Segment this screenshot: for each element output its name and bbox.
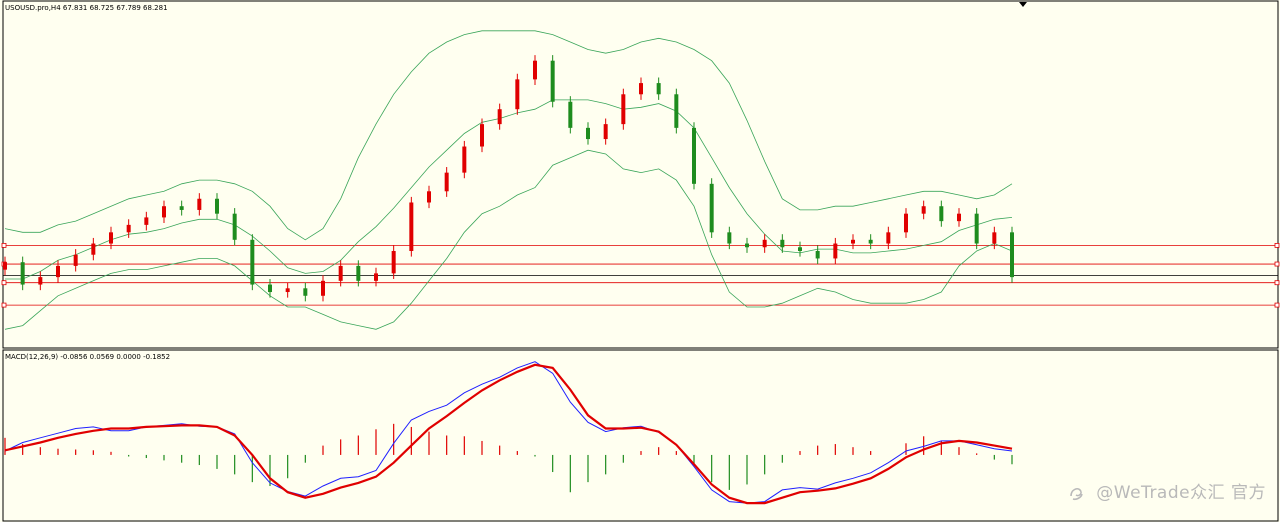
- candle-body-49: [868, 239, 873, 244]
- candle-body-51: [904, 213, 908, 233]
- macd-info-label: MACD(12,26,9) -0.0856 0.0569 0.0000 -0.1…: [5, 353, 171, 361]
- shift-marker-icon[interactable]: [1019, 2, 1027, 7]
- level-handle-left-3: [1, 302, 7, 308]
- candle-body-37: [656, 83, 661, 95]
- macd-line: [4, 361, 1013, 504]
- candle-body-52: [921, 206, 926, 214]
- candle-body-2: [38, 277, 43, 285]
- watermark: @WeTrade众汇 官方: [1096, 483, 1266, 503]
- candle-body-33: [586, 127, 590, 140]
- candle-body-53: [939, 206, 944, 222]
- candle-body-11: [197, 198, 202, 210]
- candle-body-17: [303, 288, 308, 296]
- candle-body-40: [709, 183, 714, 233]
- candle-body-30: [533, 60, 537, 80]
- candle-body-16: [285, 288, 290, 293]
- candle-body-14: [250, 239, 255, 285]
- candle-body-39: [692, 127, 696, 184]
- candle-body-27: [480, 124, 484, 147]
- symbol-label: USOUSD.pro,H4: [5, 4, 61, 12]
- ohlc-label: 67.831 68.725 67.789 68.281: [62, 4, 168, 12]
- candle-body-36: [639, 83, 643, 95]
- candle-body-24: [427, 191, 431, 203]
- candle-body-35: [621, 94, 626, 125]
- wetrade-logo-icon: [1070, 488, 1083, 501]
- level-handle-right-3: [1274, 302, 1280, 308]
- candle-body-38: [674, 94, 679, 128]
- candle-body-10: [179, 206, 184, 210]
- candle-body-45: [798, 247, 802, 251]
- symbol-info-label: USOUSD.pro,H4 67.831 68.725 67.789 68.28…: [5, 4, 168, 12]
- candle-body-43: [762, 239, 767, 248]
- candle-body-8: [144, 217, 149, 225]
- candle-body-26: [462, 146, 467, 173]
- candle-body-44: [780, 239, 785, 248]
- level-handle-right-0: [1274, 242, 1280, 248]
- candle-body-19: [338, 265, 343, 281]
- candle-body-9: [162, 206, 166, 218]
- candle-body-5: [91, 243, 96, 255]
- candle-body-21: [374, 273, 378, 281]
- candle-body-29: [515, 79, 520, 110]
- bollinger-middle: [5, 99, 1013, 280]
- candle-body-15: [268, 284, 272, 293]
- bollinger-lower: [4, 149, 1013, 330]
- candle-body-25: [444, 172, 449, 192]
- candle-body-48: [851, 239, 855, 244]
- candle-body-4: [73, 254, 78, 266]
- level-handle-left-0: [1, 242, 7, 248]
- candle-body-28: [497, 109, 502, 125]
- candle-body-6: [109, 232, 113, 244]
- bollinger-upper: [4, 30, 1013, 241]
- candle-body-23: [409, 202, 414, 251]
- candle-body-3: [56, 265, 60, 278]
- candle-body-7: [126, 224, 131, 233]
- level-handle-left-2: [1, 280, 7, 286]
- candle-body-54: [957, 213, 961, 222]
- candle-body-34: [603, 124, 608, 140]
- candle-body-0: [3, 262, 7, 270]
- candle-body-41: [727, 232, 732, 244]
- candle-body-42: [745, 243, 749, 248]
- candle-body-55: [974, 213, 979, 244]
- candle-body-56: [992, 232, 997, 244]
- candle-body-12: [215, 198, 219, 214]
- candle-body-31: [550, 60, 555, 102]
- candle-body-47: [833, 243, 838, 259]
- candle-body-32: [568, 101, 573, 128]
- macd-pane-background: [2, 349, 1279, 522]
- candle-body-50: [886, 232, 891, 244]
- candle-body-57: [1010, 232, 1014, 278]
- candle-body-1: [20, 262, 25, 285]
- main-pane-background: [2, 0, 1279, 349]
- candle-body-18: [321, 280, 325, 296]
- candle-body-13: [232, 213, 237, 240]
- candle-body-20: [356, 265, 361, 281]
- signal-line: [4, 363, 1013, 505]
- candle-body-46: [815, 250, 820, 259]
- candle-body-22: [391, 250, 396, 274]
- level-handle-right-1: [1274, 261, 1280, 267]
- level-handle-right-2: [1274, 280, 1280, 286]
